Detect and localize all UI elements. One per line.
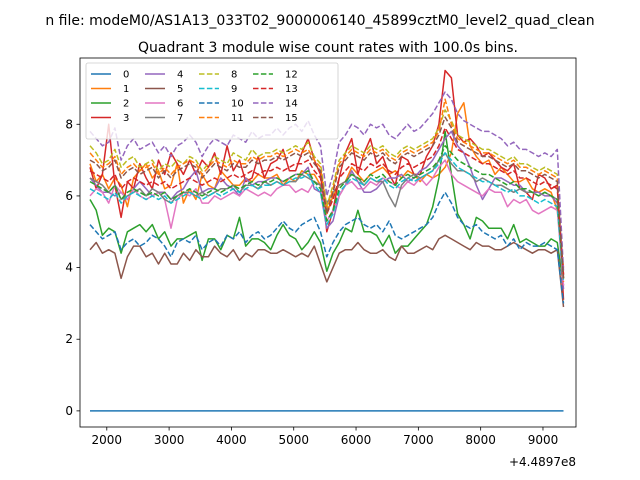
legend-label-5: 5 [177,84,183,95]
legend-label-2: 2 [123,99,129,110]
axes-frame [79,57,577,428]
legend-label-1: 1 [123,84,129,95]
y-tick-label: 2 [65,332,73,346]
figure-suptitle: n file: modeM0/AS1A13_033T02_9000006140_… [45,13,594,29]
series-line-3 [89,69,565,300]
series-line-12 [89,145,565,279]
legend-label-8: 8 [231,70,237,81]
legend-label-13: 13 [285,84,298,95]
y-tick-label: 0 [65,404,73,418]
series-line-14 [89,91,565,272]
series-line-8 [89,109,565,279]
series-line-9 [89,152,565,282]
series-line-15 [89,116,565,279]
chart-title: Quadrant 3 module wise count rates with … [138,40,518,56]
plot-area: 2000 3000 4000 5000 6000 7000 8000 900002468012… [65,57,577,447]
legend-box [85,62,339,140]
legend-label-3: 3 [123,113,129,124]
y-tick-label: 8 [65,117,73,131]
legend-label-9: 9 [231,84,237,95]
series-line-7 [89,152,565,275]
legend-label-6: 6 [177,99,183,110]
legend-label-15: 15 [285,113,298,124]
series-line-2 [89,130,565,286]
x-tick-label: 6000 [341,433,372,447]
legend-label-10: 10 [231,99,244,110]
x-tick-label: 9000 [528,433,559,447]
x-tick-label: 2000 [92,433,123,447]
x-tick-label: 5000 [278,433,309,447]
series-line-13 [89,127,565,275]
legend-label-7: 7 [177,113,183,124]
x-tick-label: 4000 [216,433,247,447]
series-line-10 [89,191,565,304]
x-tick-label: 3000 [154,433,185,447]
legend-label-12: 12 [285,70,298,81]
x-tick-label: 8000 [465,433,496,447]
y-tick-label: 4 [65,261,73,275]
series-line-5 [89,234,565,308]
legend-label-0: 0 [123,70,129,81]
legend-label-11: 11 [231,113,244,124]
x-offset-label: +4.4897e8 [509,455,576,469]
legend-label-14: 14 [285,99,298,110]
y-tick-label: 6 [65,189,73,203]
legend-label-4: 4 [177,70,183,81]
x-tick-label: 7000 [403,433,434,447]
